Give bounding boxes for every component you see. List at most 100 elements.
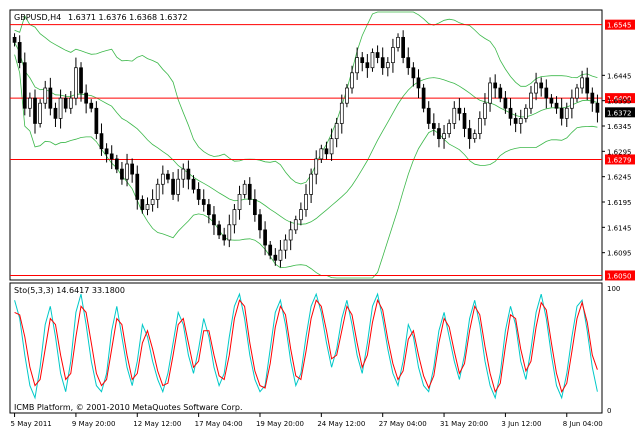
candle-bull — [442, 133, 446, 140]
candle-bull — [355, 57, 359, 74]
level-tag-label: 1.6545 — [607, 22, 632, 30]
candle-bull — [278, 249, 283, 261]
stochastic-signal-line — [14, 298, 598, 393]
price-tick-label: 1.6145 — [607, 224, 632, 232]
time-tick-label: 9 May 20:00 — [72, 420, 116, 428]
candle-bear — [554, 102, 559, 109]
candle-bear — [421, 87, 426, 109]
candle-bull — [391, 47, 395, 64]
candle-bull — [483, 102, 487, 119]
candle-bear — [406, 57, 411, 69]
candle-bear — [263, 229, 267, 246]
candle-bear — [135, 173, 140, 200]
candle-bear — [109, 153, 114, 160]
candle-bear — [585, 77, 590, 94]
candle-bear — [380, 57, 385, 69]
current-price-tag — [605, 107, 635, 118]
candle-bear — [207, 204, 211, 216]
stochastic-main-line — [14, 292, 598, 400]
candle-bear — [17, 42, 22, 64]
candle-bull — [524, 107, 528, 119]
candle-bear — [401, 36, 405, 58]
level-tag-label: 1.6050 — [607, 272, 632, 280]
candle-bull — [339, 102, 344, 124]
time-tick-label: 8 Jun 04:00 — [563, 420, 603, 428]
candle-bull — [385, 62, 390, 69]
candle-bull — [447, 123, 452, 134]
upper-band — [14, 11, 598, 185]
candle-bear — [559, 107, 564, 119]
candle-bear — [503, 97, 508, 109]
candle-bull — [580, 77, 584, 89]
candle-bull — [314, 158, 319, 175]
copyright-text: ICMB Platform, © 2001-2010 MetaQuotes So… — [14, 403, 243, 412]
price-tick-label: 1.6395 — [607, 98, 632, 106]
candle-bull — [176, 178, 181, 195]
price-tick-label: 1.6245 — [607, 174, 632, 182]
time-tick-label: 5 May 2011 — [11, 420, 52, 428]
candle-bull — [309, 173, 313, 195]
candle-bear — [22, 62, 27, 109]
stochastic-title: Sto(5,3,3) 14.6417 33.1800 — [14, 286, 125, 295]
candle-bear — [590, 92, 595, 104]
candle-bear — [217, 224, 221, 236]
stochastic-lines — [14, 292, 598, 400]
candle-bull — [160, 173, 165, 185]
price-tick-label: 1.6195 — [607, 199, 632, 207]
price-tick-label: 1.6095 — [607, 250, 632, 258]
candle-bull — [28, 97, 32, 109]
candle-bull — [43, 87, 48, 104]
candle-bull — [575, 87, 579, 99]
candle-bear — [166, 173, 170, 180]
candle-bull — [58, 97, 63, 119]
time-tick-label: 19 May 20:00 — [256, 420, 304, 428]
level-tag — [605, 19, 635, 30]
candle-bear — [94, 107, 99, 134]
candle-bear — [426, 107, 431, 124]
candle-bull — [334, 123, 339, 140]
candle-bull — [345, 87, 349, 104]
candle-bear — [457, 107, 462, 114]
candle-bull — [329, 138, 334, 155]
candle-bull — [288, 229, 293, 241]
candle-bear — [48, 87, 53, 109]
candle-bear — [104, 148, 109, 155]
level-tag-label: 1.6279 — [607, 156, 632, 164]
candle-bear — [467, 128, 472, 140]
price-tick-label: 1.6295 — [607, 148, 632, 156]
candle-bear — [84, 92, 88, 104]
candle-bear — [12, 36, 17, 43]
stochastic-tick-label: 100 — [607, 285, 620, 293]
time-tick-label: 3 Jun 12:00 — [501, 420, 541, 428]
symbol-header: GBPUSD,H4 — [14, 13, 61, 22]
price-tick-label: 1.6345 — [607, 123, 632, 131]
candle-bear — [544, 87, 549, 99]
candle-bear — [462, 112, 467, 129]
candle-bear — [411, 67, 416, 79]
candle-bull — [319, 148, 324, 160]
candle-bear — [273, 254, 278, 261]
stochastic-tick-label: 0 — [607, 407, 611, 415]
candle-bull — [181, 168, 186, 180]
candle-bear — [212, 214, 216, 226]
candle-bear — [549, 97, 554, 104]
candle-bear — [508, 107, 513, 119]
horizontal-levels[interactable]: 1.6545 1.6400 1.6279 1.6050 1.6372 — [10, 19, 635, 281]
candle-bull — [293, 219, 298, 231]
price-axis-labels: 1.6445 1.6395 1.6345 1.6295 1.6245 1.6195 1.61… — [602, 72, 632, 415]
candle-bull — [125, 163, 129, 180]
candle-bear — [222, 234, 227, 241]
candle-bear — [437, 128, 441, 140]
candle-bear — [539, 82, 544, 89]
candle-bull — [150, 199, 155, 205]
level-tag — [605, 154, 635, 165]
candle-bull — [570, 97, 574, 109]
time-tick-label: 24 May 12:00 — [317, 420, 365, 428]
candle-bull — [452, 107, 457, 124]
candle-bear — [365, 62, 370, 69]
candle-bear — [191, 178, 196, 190]
candle-bear — [253, 199, 257, 216]
candle-bull — [304, 194, 308, 210]
